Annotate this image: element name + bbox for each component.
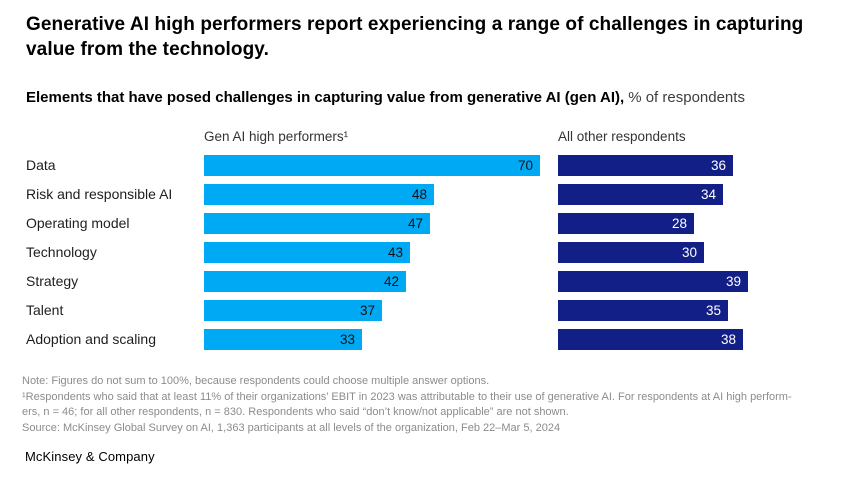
right-bar-track: 35 <box>558 300 825 321</box>
bar-all-other: 36 <box>558 155 733 176</box>
left-bar-track: 37 <box>204 300 558 321</box>
bar-all-other: 28 <box>558 213 694 234</box>
chart-row: Strategy 42 39 <box>26 271 825 292</box>
bar-all-other: 35 <box>558 300 728 321</box>
chart-row: Talent 37 35 <box>26 300 825 321</box>
bar-value-label: 38 <box>720 332 736 347</box>
page-title: Generative AI high performers report exp… <box>26 14 804 60</box>
bar-value-label: 34 <box>700 187 716 202</box>
row-label: Technology <box>26 244 97 260</box>
right-bar-track: 36 <box>558 155 825 176</box>
chart-row: Data 70 36 <box>26 155 825 176</box>
bar-all-other: 30 <box>558 242 704 263</box>
bar-value-label: 70 <box>517 158 533 173</box>
left-bar-track: 48 <box>204 184 558 205</box>
right-bar-track: 38 <box>558 329 825 350</box>
bar-all-other: 38 <box>558 329 743 350</box>
footnotes: Note: Figures do not sum to 100%, becaus… <box>22 374 825 436</box>
column-headers: Gen AI high performers¹ All other respon… <box>26 128 825 145</box>
header-spacer <box>26 128 204 145</box>
chart-subtitle: Elements that have posed challenges in c… <box>26 89 825 107</box>
note-line: Source: McKinsey Global Survey on AI, 1,… <box>22 421 561 434</box>
right-bar-track: 34 <box>558 184 825 205</box>
chart-row: Operating model 47 28 <box>26 213 825 234</box>
note-line: ¹Respondents who said that at least 11% … <box>22 390 792 403</box>
subtitle-bold-text: Elements that have posed challenges in c… <box>26 89 625 106</box>
bar-value-label: 42 <box>383 274 399 289</box>
bar-high-performers: 70 <box>204 155 540 176</box>
bar-high-performers: 33 <box>204 329 362 350</box>
chart-row: Risk and responsible AI 48 34 <box>26 184 825 205</box>
note-line: ers, n = 46; for all other respondents, … <box>22 406 569 418</box>
row-label: Adoption and scaling <box>26 331 156 347</box>
bar-high-performers: 48 <box>204 184 434 205</box>
row-label: Talent <box>26 302 64 318</box>
note-line: Note: Figures do not sum to 100%, becaus… <box>22 375 490 387</box>
left-bar-track: 33 <box>204 329 558 350</box>
brand-logo: McKinsey & Company <box>25 449 155 464</box>
bar-value-label: 35 <box>705 303 721 318</box>
bar-all-other: 39 <box>558 271 748 292</box>
chart-rows: Data 70 36 Risk and responsible AI 48 34 Opera… <box>26 155 825 350</box>
right-bar-track: 28 <box>558 213 825 234</box>
bar-value-label: 33 <box>339 332 355 347</box>
row-label: Strategy <box>26 273 79 289</box>
bar-high-performers: 42 <box>204 271 406 292</box>
grouped-bar-chart: Gen AI high performers¹ All other respon… <box>26 128 825 350</box>
left-bar-track: 42 <box>204 271 558 292</box>
bar-value-label: 28 <box>671 216 687 231</box>
bar-value-label: 30 <box>681 245 697 260</box>
bar-value-label: 37 <box>359 303 375 318</box>
bar-high-performers: 37 <box>204 300 382 321</box>
row-label: Data <box>26 157 56 173</box>
bar-value-label: 43 <box>387 245 403 260</box>
row-label: Risk and responsible AI <box>26 186 173 202</box>
column-header-left: Gen AI high performers¹ <box>204 129 349 144</box>
bar-all-other: 34 <box>558 184 723 205</box>
bar-value-label: 36 <box>710 158 726 173</box>
row-label: Operating model <box>26 215 130 231</box>
bar-high-performers: 47 <box>204 213 430 234</box>
left-bar-track: 43 <box>204 242 558 263</box>
left-bar-track: 70 <box>204 155 558 176</box>
subtitle-unit-text: % of respondents <box>628 89 745 106</box>
right-bar-track: 39 <box>558 271 825 292</box>
column-header-right: All other respondents <box>558 129 686 144</box>
bar-high-performers: 43 <box>204 242 410 263</box>
bar-value-label: 39 <box>725 274 741 289</box>
left-bar-track: 47 <box>204 213 558 234</box>
chart-row: Adoption and scaling 33 38 <box>26 329 825 350</box>
chart-row: Technology 43 30 <box>26 242 825 263</box>
bar-value-label: 47 <box>407 216 423 231</box>
right-bar-track: 30 <box>558 242 825 263</box>
bar-value-label: 48 <box>411 187 427 202</box>
